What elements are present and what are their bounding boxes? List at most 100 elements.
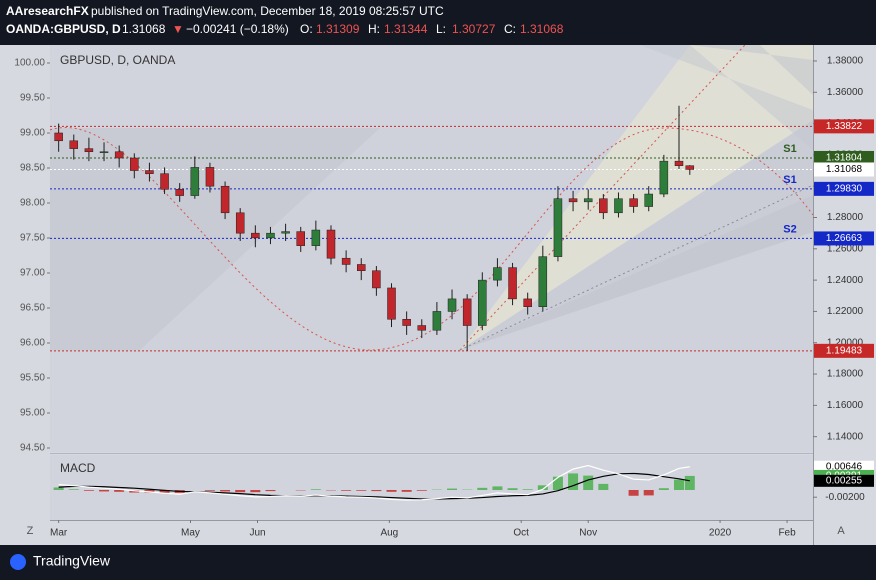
candle-body bbox=[402, 319, 411, 326]
candle-body bbox=[190, 167, 200, 196]
level-label: 1.31804 bbox=[826, 153, 863, 164]
macd-histogram-bar bbox=[673, 479, 684, 491]
macd-histogram-bar bbox=[492, 486, 503, 491]
macd-histogram-bar bbox=[341, 490, 352, 491]
candle-body bbox=[583, 198, 593, 203]
y-tick-label: 1.38000 bbox=[827, 56, 864, 67]
y-tick-label: 1.16000 bbox=[827, 400, 864, 411]
level-label: 1.19483 bbox=[826, 345, 863, 356]
candle-body bbox=[69, 140, 79, 149]
macd-histogram-bar bbox=[522, 489, 533, 491]
author: AAresearchFX bbox=[6, 4, 89, 18]
candle-body bbox=[644, 193, 653, 207]
macd-histogram-bar bbox=[416, 490, 427, 491]
y2-tick-label: 95.50 bbox=[20, 373, 45, 384]
macd-histogram-bar bbox=[356, 490, 367, 491]
candle-body bbox=[84, 148, 94, 153]
y2-tick-label: 96.00 bbox=[20, 338, 45, 349]
y2-tick-label: 99.00 bbox=[20, 128, 45, 139]
macd-histogram-bar bbox=[99, 490, 110, 492]
macd-histogram-bar bbox=[371, 490, 382, 492]
fib-fan bbox=[690, 45, 813, 95]
ohlc-label: L: bbox=[436, 22, 446, 36]
auto-scale-button[interactable]: A bbox=[837, 525, 845, 537]
candle-body bbox=[251, 232, 260, 239]
y2-tick-label: 97.00 bbox=[20, 268, 45, 279]
candle-body bbox=[674, 160, 684, 166]
y2-tick-label: 95.00 bbox=[20, 408, 45, 419]
level-label-box bbox=[814, 162, 874, 177]
level-tag: S1 bbox=[783, 174, 796, 186]
fib-fan bbox=[640, 45, 813, 150]
x-tick-label: Aug bbox=[380, 528, 398, 539]
candle-body bbox=[523, 298, 532, 307]
candle-body bbox=[341, 257, 351, 265]
candle-body bbox=[99, 151, 109, 154]
macd-signal-line bbox=[58, 472, 690, 500]
y-tick-label: 1.26000 bbox=[827, 243, 864, 254]
header-bar bbox=[0, 0, 876, 45]
ohlc-value: 1.30727 bbox=[452, 22, 496, 36]
y-tick-label: 1.28000 bbox=[827, 212, 864, 223]
macd-pane bbox=[50, 455, 813, 520]
candle-body bbox=[447, 298, 457, 312]
macd-histogram-bar bbox=[552, 476, 563, 491]
candle-body bbox=[462, 298, 472, 326]
candle-body bbox=[417, 325, 427, 331]
macd-histogram-bar bbox=[265, 490, 276, 492]
logo-icon bbox=[10, 554, 26, 570]
macd-value-label: 0.00646 bbox=[826, 461, 863, 472]
macd-histogram-bar bbox=[159, 490, 170, 493]
candle-body bbox=[629, 198, 638, 207]
candle-body bbox=[281, 231, 290, 234]
level-label-box bbox=[814, 343, 874, 358]
x-tick-label: Oct bbox=[513, 528, 529, 539]
macd-value-label: 0.00255 bbox=[826, 475, 863, 486]
macd-histogram-bar bbox=[220, 490, 231, 492]
candle-body bbox=[326, 229, 336, 259]
macd-histogram-bar bbox=[204, 490, 215, 491]
ohlc: O: 1.31309 H: 1.31344 L: 1.30727 C: 1.31068 bbox=[300, 22, 564, 36]
macd-macd-line bbox=[58, 464, 690, 501]
drawings bbox=[49, 44, 814, 351]
fib-fan bbox=[460, 120, 813, 350]
macd-histogram-bar bbox=[658, 488, 669, 491]
macd-histogram-bar bbox=[583, 475, 594, 491]
candle-body bbox=[114, 151, 124, 159]
y-tick-label: 1.22000 bbox=[827, 306, 864, 317]
level-label-box bbox=[814, 181, 874, 196]
y2-tick-label: 97.50 bbox=[20, 233, 45, 244]
candle-body bbox=[130, 157, 139, 171]
candle-body bbox=[387, 287, 396, 320]
candle-body bbox=[538, 256, 548, 307]
macd-histogram-bar bbox=[628, 490, 639, 496]
y2-tick-label: 98.00 bbox=[20, 198, 45, 209]
footer-bar bbox=[0, 545, 876, 580]
macd-histogram-bar bbox=[68, 489, 79, 491]
macd-histogram-bar bbox=[114, 490, 125, 492]
fib-fan bbox=[460, 195, 813, 350]
candle-body bbox=[508, 267, 517, 300]
macd-histogram-bar bbox=[401, 490, 412, 492]
macd-title: MACD bbox=[60, 461, 96, 475]
macd-y-tick-label: -0.00200 bbox=[825, 492, 865, 503]
candle-body bbox=[175, 189, 184, 196]
y-tick-label: 1.36000 bbox=[827, 87, 864, 98]
legend-title: GBPUSD, D, OANDA bbox=[60, 53, 175, 67]
macd-histogram-bar bbox=[684, 475, 695, 491]
candle-body bbox=[205, 167, 215, 187]
candle-body bbox=[568, 198, 578, 203]
x-tick-label: Mar bbox=[50, 528, 68, 539]
y-tick-label: 1.14000 bbox=[827, 431, 864, 442]
y2-tick-label: 100.00 bbox=[14, 58, 45, 69]
macd-histogram-bar bbox=[250, 490, 261, 493]
candle-body bbox=[357, 264, 366, 271]
zoom-button[interactable]: Z bbox=[27, 525, 34, 537]
x-tick-label: Feb bbox=[778, 528, 796, 539]
macd-histogram-bar bbox=[507, 488, 518, 491]
level-label: 1.29830 bbox=[826, 183, 863, 194]
macd-histogram-bar bbox=[477, 487, 488, 491]
macd-value-box bbox=[814, 474, 874, 487]
